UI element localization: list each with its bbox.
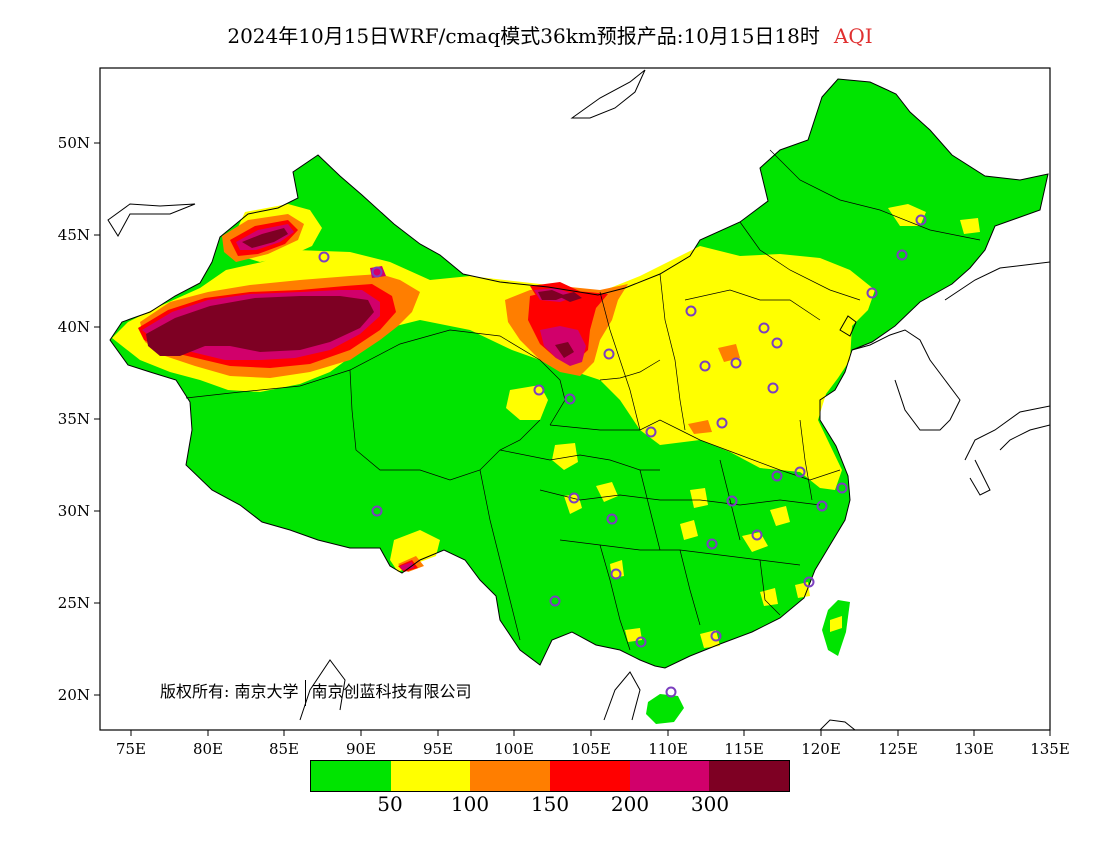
lat-label: 25N	[58, 594, 90, 612]
legend-label: 150	[530, 792, 570, 816]
legend-swatch-unhealthy	[550, 761, 630, 791]
lon-label: 90E	[346, 740, 376, 758]
legend-swatch-usg	[470, 761, 551, 791]
lon-label: 120E	[801, 740, 841, 758]
province-boundaries	[185, 149, 981, 651]
lat-label: 45N	[58, 226, 90, 244]
lon-label: 75E	[116, 740, 146, 758]
lat-label: 20N	[58, 686, 90, 704]
map-title: 2024年10月15日WRF/cmaq模式36km预报产品:10月15日18时 A…	[0, 20, 1100, 49]
lat-label: 30N	[58, 502, 90, 520]
map-frame	[99, 67, 1051, 731]
legend-label: 200	[610, 792, 650, 816]
coastlines	[107, 69, 1050, 730]
legend-label: 50	[377, 792, 403, 816]
legend-swatch-good	[311, 761, 391, 791]
legend-swatch-moderate	[390, 761, 471, 791]
lon-label: 115E	[724, 740, 764, 758]
lon-label: 110E	[648, 740, 688, 758]
china-border	[109, 78, 1049, 669]
copyright-org1: 南京大学	[234, 682, 299, 701]
map-content	[107, 69, 1050, 730]
hainan-island	[646, 694, 684, 724]
site-markers	[318, 214, 927, 698]
color-legend	[310, 760, 790, 792]
lon-label: 80E	[193, 740, 223, 758]
lat-label: 50N	[58, 134, 90, 152]
lon-label: 105E	[571, 740, 611, 758]
copyright-separator	[304, 679, 306, 706]
lon-label: 100E	[494, 740, 534, 758]
lat-label: 40N	[58, 318, 90, 336]
lat-label: 35N	[58, 410, 90, 428]
copyright-notice: 版权所有: 南京大学 南京创蓝科技有限公司	[160, 678, 472, 706]
copyright-org2: 南京创蓝科技有限公司	[311, 682, 472, 701]
hazardous-zones	[146, 228, 582, 358]
copyright-prefix: 版权所有:	[160, 682, 230, 701]
legend-labels: 50 100 150 200 300	[310, 792, 790, 816]
legend-swatch-hazardous	[709, 761, 790, 791]
legend-label: 100	[450, 792, 490, 816]
lat-labels: 50N 45N 40N 35N 30N 25N 20N	[58, 134, 90, 704]
lon-label: 125E	[878, 740, 918, 758]
lon-axis	[130, 730, 1051, 736]
title-product: AQI	[833, 24, 873, 48]
lon-label: 135E	[1030, 740, 1070, 758]
lon-labels: 75E 80E 85E 90E 95E 100E 105E 110E 115E …	[116, 740, 1070, 758]
legend-swatch-very-unhealthy	[629, 761, 710, 791]
lon-label: 130E	[954, 740, 994, 758]
lat-axis	[94, 142, 100, 696]
legend-label: 300	[690, 792, 730, 816]
title-text: 2024年10月15日WRF/cmaq模式36km预报产品:10月15日18时	[227, 24, 820, 48]
lon-label: 85E	[269, 740, 299, 758]
lon-label: 95E	[423, 740, 453, 758]
